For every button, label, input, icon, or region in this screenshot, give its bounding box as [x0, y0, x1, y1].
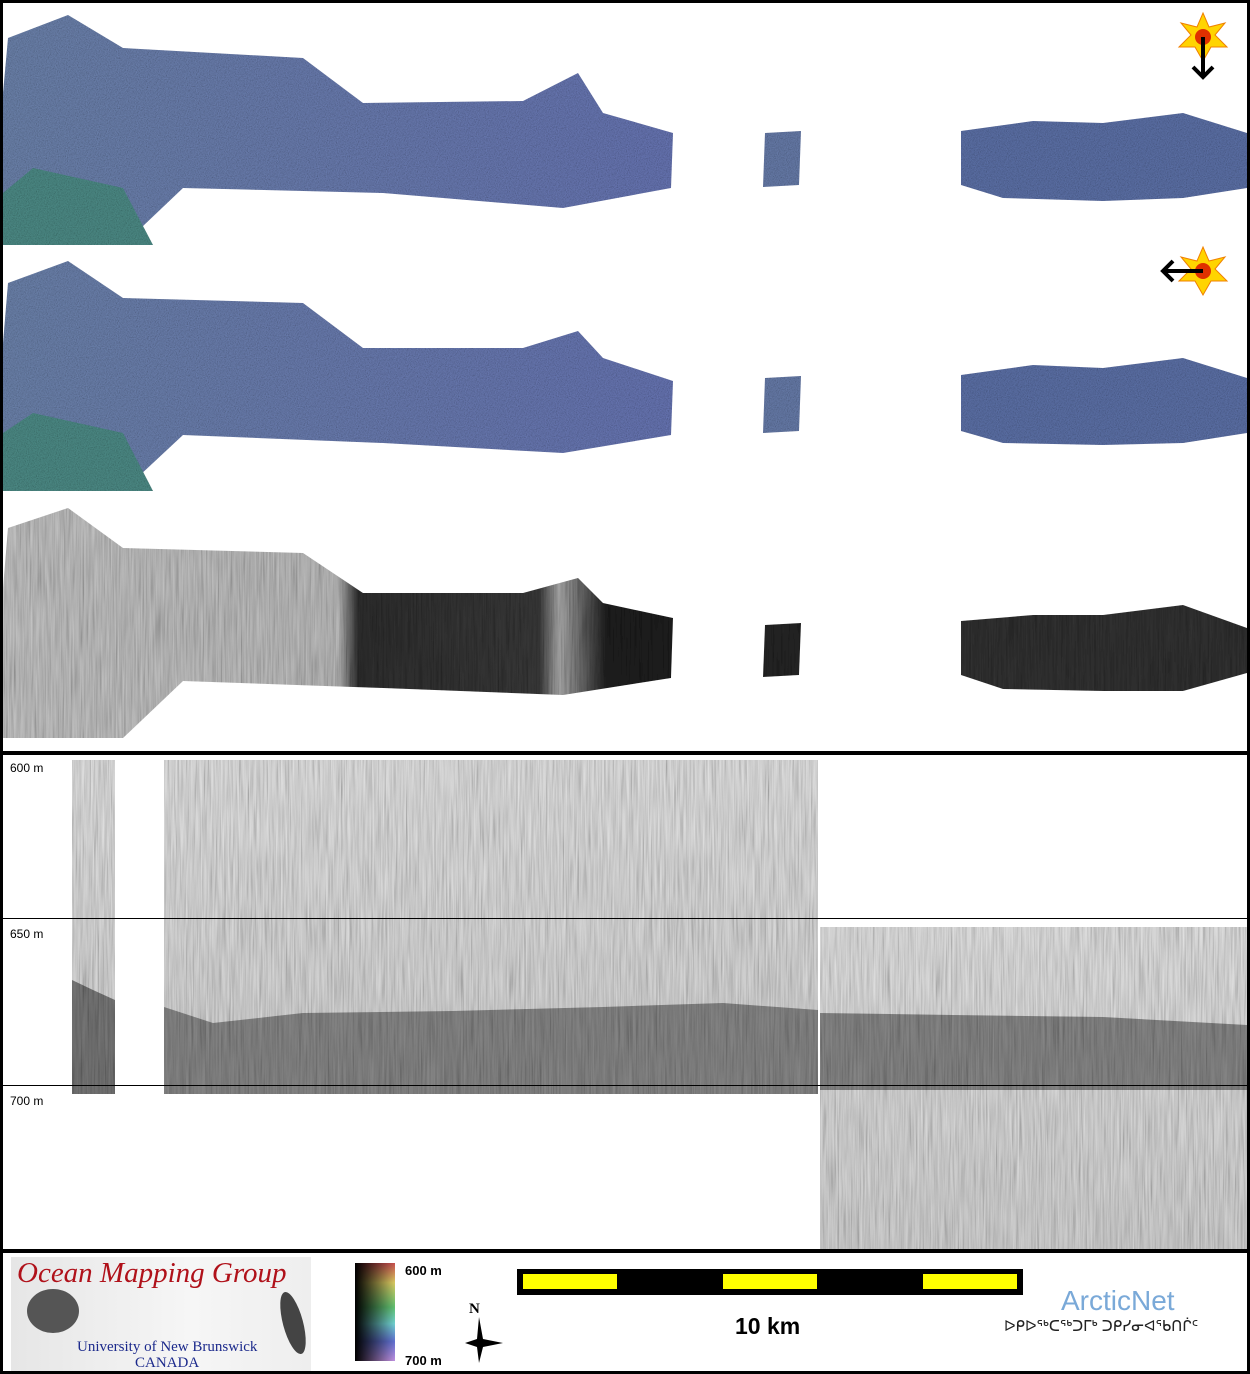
arcticnet-logo: ArcticNet — [1061, 1285, 1175, 1316]
survey-patch-middle — [763, 376, 801, 433]
logo-university: University of New Brunswick — [77, 1339, 258, 1355]
survey-main-swath — [3, 261, 673, 491]
depth-label-700: 700 m — [10, 1094, 44, 1108]
survey-patch-middle — [763, 623, 801, 677]
scale-bar-segment — [523, 1274, 617, 1289]
sun-arrow-left-icon — [1160, 245, 1229, 297]
scale-bar — [517, 1269, 1023, 1295]
depth-label-600: 600 m — [10, 761, 44, 775]
ocean-mapping-group-logo — [11, 1257, 311, 1371]
depth-colorbar — [355, 1263, 395, 1361]
profile-segment-3-seafloor — [820, 1013, 1247, 1090]
survey-patch-east — [961, 605, 1247, 691]
north-label: N — [469, 1301, 480, 1317]
logo-country: CANADA — [135, 1355, 200, 1371]
bathymetry-maps — [3, 3, 1247, 747]
profile-svg — [72, 760, 1247, 1249]
profile-segment-1-seafloor — [72, 980, 115, 1094]
survey-patch-east — [961, 358, 1247, 445]
shelf-area — [3, 413, 153, 491]
sub-bottom-profile: 600 m 650 m 700 m — [3, 751, 1247, 1249]
survey-patch-middle — [763, 131, 801, 187]
map-panel-sun-east — [3, 261, 1247, 491]
logo-title: Ocean Mapping Group — [17, 1257, 287, 1289]
colorbar-bottom-label: 700 m — [405, 1353, 442, 1368]
survey-main-swath — [3, 508, 673, 738]
north-arrow-icon: N — [461, 1301, 511, 1363]
depth-gridline-700 — [3, 1085, 1247, 1086]
scale-bar-segment — [923, 1274, 1017, 1289]
shelf-area — [3, 168, 153, 245]
depth-gridline-650 — [3, 918, 1247, 919]
logo-seabed-image — [27, 1289, 306, 1355]
scale-bar-segment — [723, 1274, 817, 1289]
map-panels-svg — [3, 11, 1247, 738]
profile-segment-2-seafloor — [164, 1003, 818, 1094]
legend-footer: Ocean Mapping Group University of New Br… — [3, 1249, 1247, 1371]
map-panel-sun-north — [3, 15, 1247, 245]
map-panel-backscatter — [3, 508, 1247, 738]
survey-patch-east — [961, 113, 1247, 201]
colorbar-top-label: 600 m — [405, 1263, 442, 1278]
arcticnet-inuktitut: ᐅᑭᐅᖅᑕᖅᑐᒥᒃ ᑐᑭᓯᓂᐊᖃᑎᒌᑦ — [1004, 1318, 1199, 1335]
depth-label-650: 650 m — [10, 927, 44, 941]
sun-arrow-down-icon — [1177, 11, 1229, 80]
scale-bar-label: 10 km — [735, 1313, 801, 1339]
survey-main-swath — [3, 15, 673, 245]
